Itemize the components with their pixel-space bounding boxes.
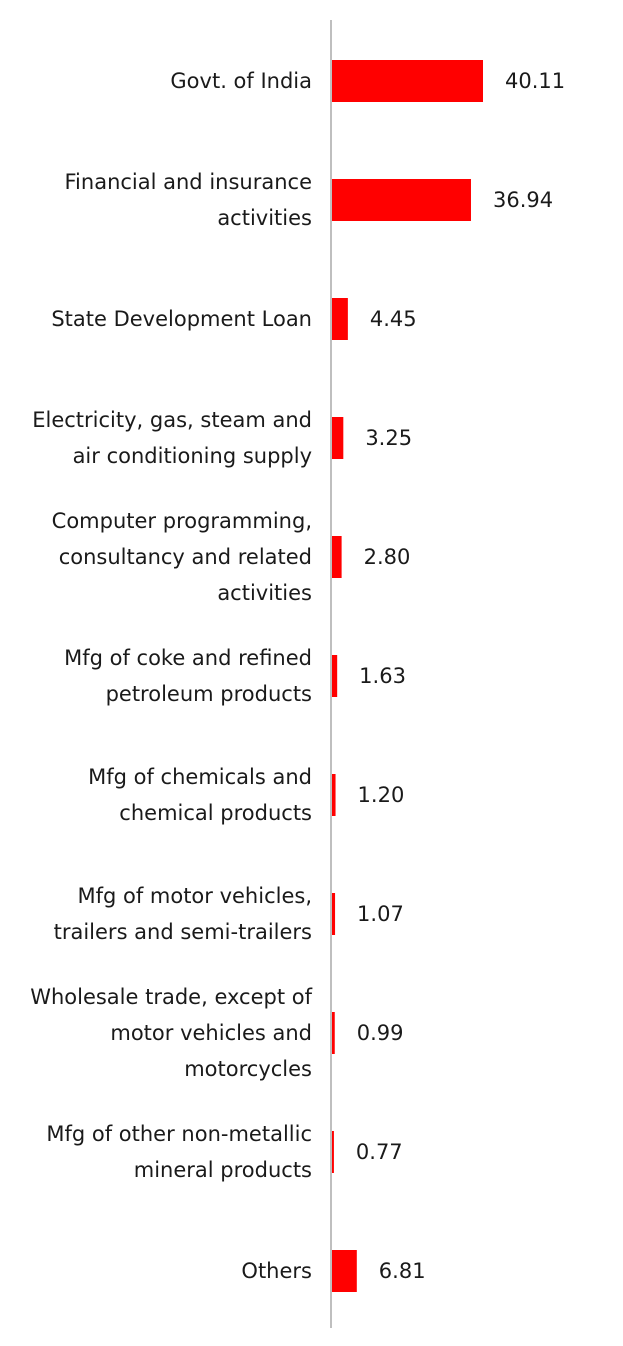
bar [331, 60, 483, 102]
category-label-line: Computer programming, [52, 509, 312, 533]
bar [331, 298, 348, 340]
value-label: 1.63 [359, 664, 406, 688]
bar [331, 893, 336, 935]
category-label-line: State Development Loan [51, 307, 312, 331]
category-label: Others [241, 1259, 312, 1283]
category-label-line: mineral products [134, 1158, 312, 1182]
category-label-line: petroleum products [106, 682, 312, 706]
category-label: Mfg of motor vehicles, trailers and semi-… [54, 884, 312, 944]
value-labels-group: 40.11 36.94 4.45 3.25 2.80 1.63 1.20 1.07 0.99 0.… [356, 69, 565, 1283]
category-label-line: activities [217, 581, 312, 605]
value-label: 3.25 [365, 426, 412, 450]
bar [331, 1012, 335, 1054]
value-label: 1.20 [358, 783, 405, 807]
category-label: Wholesale trade, except of motor vehicles… [30, 985, 312, 1081]
category-label-line: Others [241, 1259, 312, 1283]
category-label-line: Electricity, gas, steam and [32, 408, 312, 432]
bar [331, 774, 336, 816]
bar [331, 655, 338, 697]
category-label-line: Mfg of coke and refined [64, 646, 312, 670]
value-label: 6.81 [379, 1259, 426, 1283]
category-label-line: motor vehicles and [110, 1021, 312, 1045]
category-label: Financial and insurance activities [65, 170, 313, 230]
bar [331, 1250, 357, 1292]
value-label: 2.80 [364, 545, 411, 569]
value-label: 40.11 [505, 69, 565, 93]
category-label-line: Mfg of other non-metallic [46, 1122, 312, 1146]
category-label: Mfg of chemicals and chemical products [88, 765, 312, 825]
category-label-line: Mfg of chemicals and [88, 765, 312, 789]
value-label: 4.45 [370, 307, 417, 331]
category-label-line: Govt. of India [170, 69, 312, 93]
category-label: Mfg of other non-metallic mineral product… [46, 1122, 312, 1182]
category-label: Computer programming, consultancy and rel… [52, 509, 312, 605]
category-label-line: Financial and insurance [65, 170, 313, 194]
category-label-line: motorcycles [184, 1057, 312, 1081]
value-label: 1.07 [357, 902, 404, 926]
value-label: 36.94 [493, 188, 553, 212]
bar [331, 536, 342, 578]
category-label-line: Mfg of motor vehicles, [77, 884, 312, 908]
category-label-line: air conditioning supply [73, 444, 312, 468]
category-label-line: activities [217, 206, 312, 230]
category-labels-group: Govt. of India Financial and insurance act… [30, 69, 312, 1283]
category-label: Mfg of coke and refined petroleum product… [64, 646, 312, 706]
value-label: 0.77 [356, 1140, 403, 1164]
category-label-line: consultancy and related [59, 545, 312, 569]
category-label-line: Wholesale trade, except of [30, 985, 312, 1009]
category-label: State Development Loan [51, 307, 312, 331]
category-label-line: trailers and semi-trailers [54, 920, 312, 944]
bar [331, 417, 344, 459]
bar [331, 1131, 334, 1173]
bar [331, 179, 471, 221]
category-label: Electricity, gas, steam and air condition… [32, 408, 312, 468]
category-label-line: chemical products [119, 801, 312, 825]
category-label: Govt. of India [170, 69, 312, 93]
value-label: 0.99 [357, 1021, 404, 1045]
bars-group [331, 60, 483, 1292]
